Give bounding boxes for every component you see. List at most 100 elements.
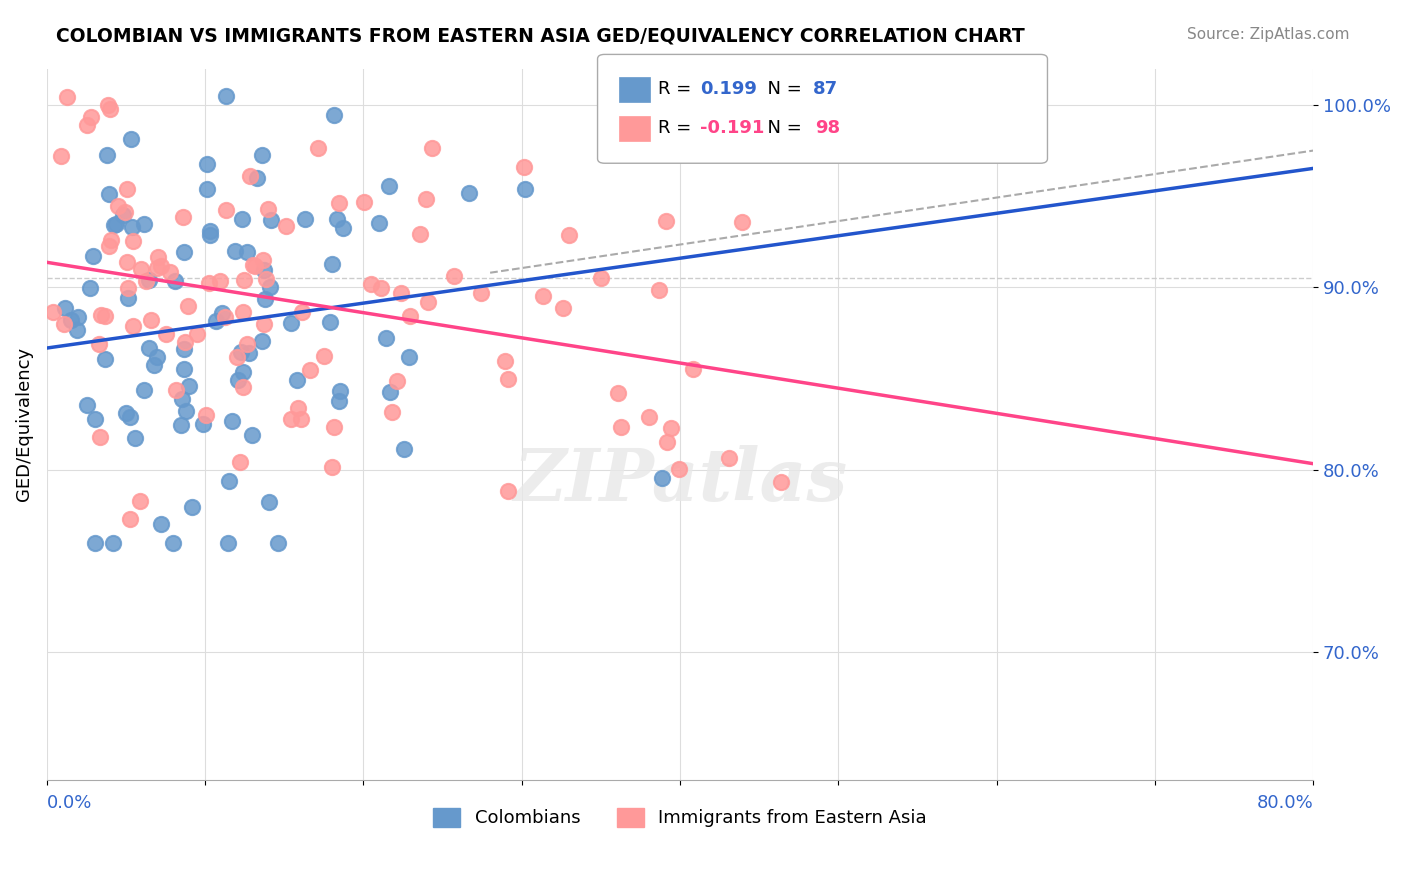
Point: [458, 186, 481, 200]
Point: [325, 211, 347, 226]
Point: [398, 350, 420, 364]
Point: [163, 275, 186, 289]
Point: [659, 421, 682, 435]
Point: [224, 244, 246, 258]
Point: [76, 398, 98, 412]
Point: [179, 378, 201, 392]
Point: [117, 281, 139, 295]
Point: [138, 273, 160, 287]
Point: [180, 500, 202, 514]
Point: [101, 535, 124, 549]
Point: [94, 351, 117, 366]
Point: [84, 412, 107, 426]
Text: Source: ZipAtlas.com: Source: ZipAtlas.com: [1187, 27, 1350, 42]
Point: [332, 221, 354, 235]
Point: [145, 261, 167, 276]
Point: [205, 314, 228, 328]
Point: [124, 431, 146, 445]
Point: [90, 308, 112, 322]
Point: [290, 412, 312, 426]
Point: [52, 317, 75, 331]
Point: [229, 345, 252, 359]
Point: [252, 317, 274, 331]
Point: [294, 211, 316, 226]
Point: [173, 362, 195, 376]
Point: [121, 318, 143, 333]
Point: [146, 250, 169, 264]
Point: [51, 149, 73, 163]
Point: [174, 404, 197, 418]
Point: [103, 219, 125, 233]
Point: [121, 220, 143, 235]
Point: [328, 394, 350, 409]
Point: [260, 213, 283, 227]
Point: [558, 227, 581, 242]
Point: [385, 374, 408, 388]
Point: [138, 341, 160, 355]
Point: [267, 535, 290, 549]
Point: [114, 204, 136, 219]
Point: [89, 337, 111, 351]
Point: [259, 279, 281, 293]
Point: [100, 233, 122, 247]
Point: [367, 215, 389, 229]
Point: [378, 179, 401, 194]
Point: [120, 132, 142, 146]
Point: [322, 108, 344, 122]
Point: [287, 401, 309, 416]
Point: [257, 202, 280, 216]
Point: [242, 258, 264, 272]
Point: [159, 265, 181, 279]
Point: [380, 385, 402, 400]
Point: [231, 212, 253, 227]
Point: [172, 211, 194, 225]
Point: [250, 334, 273, 348]
Point: [398, 310, 420, 324]
Point: [107, 199, 129, 213]
Point: [682, 362, 704, 376]
Point: [174, 334, 197, 349]
Point: [149, 517, 172, 532]
Point: [299, 363, 322, 377]
Point: [648, 283, 671, 297]
Point: [259, 494, 281, 508]
Text: ZIPatlas: ZIPatlas: [513, 445, 848, 516]
Point: [638, 410, 661, 425]
Point: [129, 261, 152, 276]
Point: [218, 474, 240, 488]
Point: [229, 455, 252, 469]
Point: [233, 273, 256, 287]
Point: [79, 281, 101, 295]
Point: [323, 420, 346, 434]
Point: [254, 292, 277, 306]
Point: [214, 310, 236, 324]
Point: [496, 483, 519, 498]
Point: [589, 271, 612, 285]
Point: [94, 309, 117, 323]
Point: [232, 365, 254, 379]
Point: [232, 305, 254, 319]
Text: R =: R =: [658, 80, 697, 98]
Point: [381, 404, 404, 418]
Point: [149, 259, 172, 273]
Point: [238, 169, 260, 184]
Point: [375, 331, 398, 345]
Point: [195, 157, 218, 171]
Text: N =: N =: [756, 80, 808, 98]
Point: [198, 228, 221, 243]
Point: [146, 351, 169, 365]
Point: [117, 255, 139, 269]
Point: [84, 535, 107, 549]
Point: [321, 257, 343, 271]
Point: [531, 289, 554, 303]
Point: [112, 208, 135, 222]
Point: [134, 217, 156, 231]
Point: [513, 160, 536, 174]
Point: [416, 295, 439, 310]
Point: [117, 291, 139, 305]
Y-axis label: GED/Equivalency: GED/Equivalency: [15, 347, 32, 501]
Point: [360, 277, 382, 291]
Point: [254, 272, 277, 286]
Point: [98, 187, 121, 202]
Point: [173, 343, 195, 357]
